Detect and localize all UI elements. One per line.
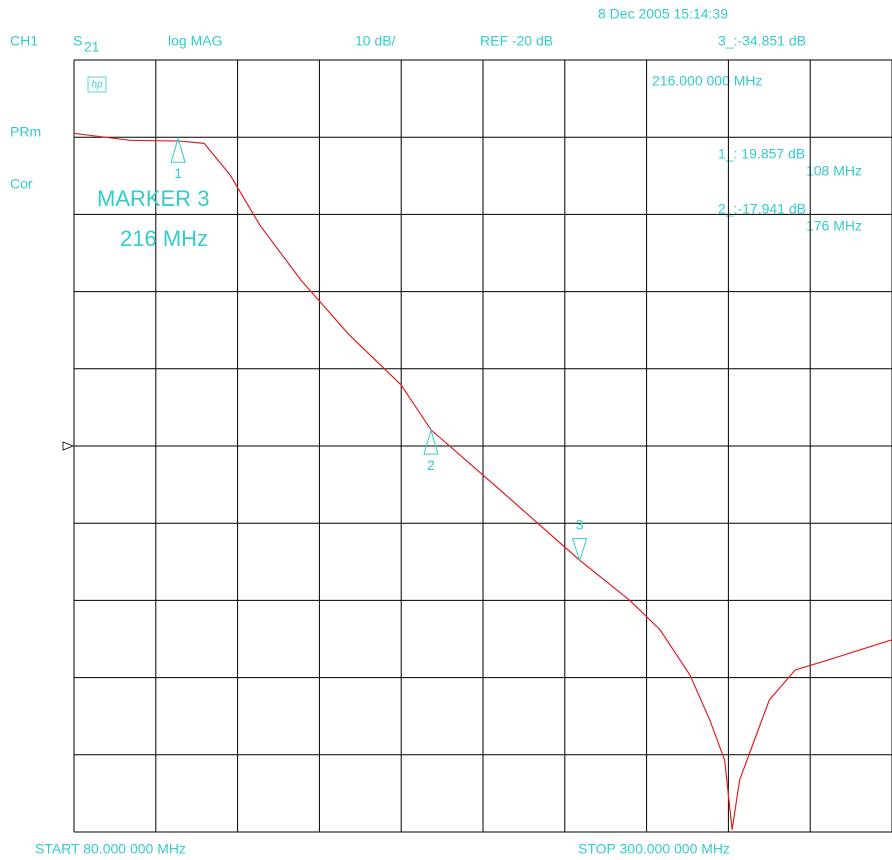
marker — [423, 428, 439, 455]
scale: 10 dB/ — [355, 33, 396, 49]
marker — [170, 136, 186, 163]
marker-readout-freq: 108 MHz — [806, 163, 862, 179]
stop: STOP 300.000 000 MHz — [578, 841, 730, 857]
active-marker: 3_:-34.851 dB — [718, 33, 806, 49]
marker-readout: 1_: 19.857 dB — [718, 146, 805, 162]
status: Cor — [10, 176, 33, 192]
logo-box — [87, 76, 107, 93]
annotation: MARKER 3 — [97, 186, 209, 211]
active-marker-freq: 216.000 000 MHz — [652, 73, 763, 89]
status: PRm — [10, 124, 41, 140]
marker-label: 1 — [174, 165, 182, 181]
marker-readout: 2_:-17.941 dB — [718, 201, 806, 217]
trace — [73, 132, 892, 830]
start: START 80.000 000 MHz — [35, 841, 186, 857]
marker-label: 2 — [427, 457, 435, 473]
reference-marker — [62, 441, 75, 451]
parameter-sub: 21 — [84, 39, 100, 55]
parameter: S — [73, 33, 82, 49]
marker-label: 3 — [576, 516, 584, 532]
logo: hp — [91, 80, 103, 91]
timestamp: 8 Dec 2005 15:14:39 — [598, 6, 728, 22]
marker-readout-freq: 176 MHz — [806, 218, 862, 234]
marker — [571, 538, 588, 563]
channel: CH1 — [10, 33, 38, 49]
annotation: 216 MHz — [120, 226, 208, 251]
format: log MAG — [168, 33, 222, 49]
reference: REF -20 dB — [480, 33, 553, 49]
